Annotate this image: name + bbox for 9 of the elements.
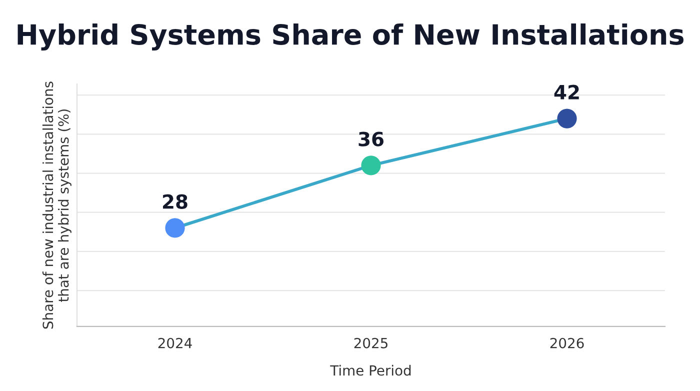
data-label: 36 bbox=[358, 132, 384, 146]
x-tick-label: 2025 bbox=[354, 338, 388, 348]
data-label: 28 bbox=[163, 194, 188, 209]
x-axis-title: Time Period bbox=[330, 364, 411, 376]
x-tick-label: 2024 bbox=[158, 338, 192, 348]
y-axis-title: Share of new industrial installations that are hybrid systems (%) bbox=[42, 82, 72, 329]
data-label: 42 bbox=[554, 84, 579, 100]
chart-title: Hybrid Systems Share of New Installations bbox=[18, 23, 684, 51]
x-tick-label: 2026 bbox=[550, 338, 584, 348]
